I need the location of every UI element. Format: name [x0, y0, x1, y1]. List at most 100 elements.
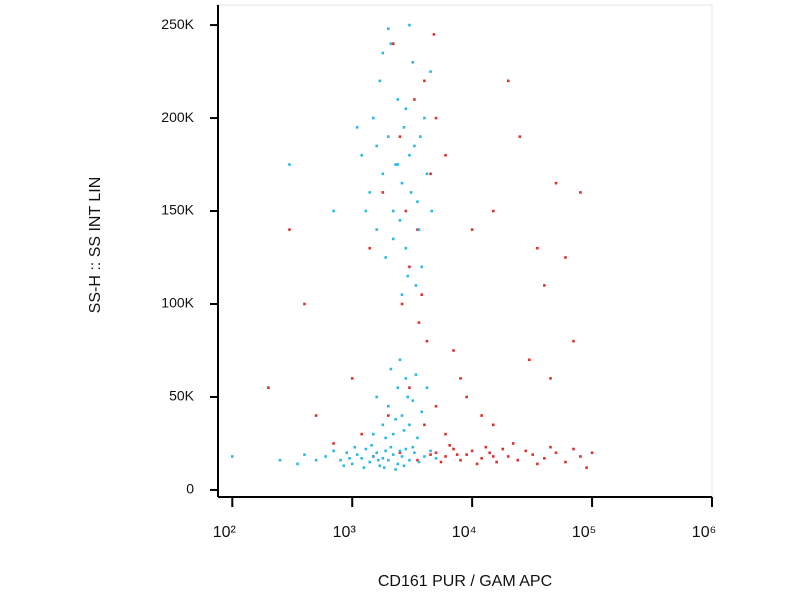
point — [465, 395, 468, 399]
point — [360, 153, 364, 157]
point — [364, 447, 368, 451]
point — [360, 432, 364, 436]
point — [391, 453, 395, 456]
point — [536, 462, 539, 466]
point — [543, 457, 546, 460]
point — [400, 302, 404, 306]
point — [417, 228, 421, 231]
point — [579, 191, 582, 194]
point — [406, 274, 409, 278]
point — [368, 460, 372, 464]
point — [444, 432, 447, 436]
point — [470, 449, 474, 453]
point — [408, 265, 411, 269]
point — [579, 455, 582, 458]
point — [411, 445, 415, 449]
point — [303, 453, 306, 456]
point — [381, 172, 385, 176]
point — [355, 453, 359, 456]
point — [425, 386, 429, 389]
point — [288, 163, 291, 166]
point — [425, 339, 429, 343]
point — [350, 462, 354, 466]
point — [495, 460, 498, 464]
point — [528, 358, 531, 362]
point — [543, 284, 546, 287]
point — [314, 458, 318, 462]
point — [381, 191, 385, 194]
point — [434, 457, 438, 460]
point — [278, 458, 282, 462]
point — [434, 404, 438, 408]
point — [324, 455, 327, 458]
point — [382, 466, 386, 469]
point — [554, 181, 558, 185]
point — [389, 42, 393, 45]
point — [536, 246, 539, 250]
y-tick-label: 0 — [186, 481, 194, 497]
point — [375, 228, 378, 231]
point — [423, 423, 426, 427]
x-tick-label: 10⁴ — [452, 524, 477, 541]
point — [408, 386, 411, 389]
point — [402, 429, 406, 432]
point — [342, 464, 346, 468]
point — [398, 219, 402, 222]
point — [400, 414, 404, 417]
point — [400, 293, 404, 296]
x-tick-label: 10² — [213, 524, 237, 541]
point — [332, 442, 335, 445]
point — [381, 423, 385, 427]
point — [402, 464, 406, 468]
point — [549, 377, 552, 380]
point — [459, 377, 462, 380]
point — [414, 284, 418, 287]
point — [572, 339, 575, 343]
point — [416, 228, 419, 231]
point — [406, 395, 409, 399]
point — [416, 436, 419, 440]
y-tick-label: 50K — [169, 388, 195, 404]
y-tick-label: 100K — [161, 295, 194, 311]
point — [434, 116, 438, 120]
point — [491, 455, 495, 458]
point — [396, 163, 400, 166]
point — [420, 410, 424, 414]
point — [564, 256, 567, 259]
point — [420, 265, 424, 269]
point — [400, 181, 404, 185]
x-tick-label: 10⁵ — [572, 524, 596, 541]
point — [391, 209, 395, 213]
point — [364, 209, 368, 213]
point — [411, 399, 415, 402]
point — [491, 209, 495, 213]
point — [400, 455, 404, 458]
point — [296, 462, 299, 466]
y-tick-label: 200K — [161, 109, 194, 125]
point — [484, 445, 488, 449]
point — [420, 293, 424, 296]
point — [413, 144, 416, 148]
point — [411, 60, 415, 64]
point — [384, 436, 387, 440]
point — [389, 367, 393, 371]
point — [230, 455, 234, 458]
point — [378, 464, 382, 468]
point — [564, 460, 567, 464]
point — [391, 237, 395, 241]
point — [448, 444, 452, 447]
point — [391, 42, 395, 45]
point — [381, 51, 385, 55]
point — [372, 455, 375, 458]
point — [417, 321, 421, 324]
point — [387, 135, 390, 138]
point — [394, 417, 397, 421]
point — [408, 458, 411, 462]
point — [332, 209, 335, 213]
point — [475, 462, 479, 466]
point — [413, 98, 416, 101]
point — [480, 457, 483, 460]
point — [314, 414, 318, 417]
point — [348, 457, 351, 460]
